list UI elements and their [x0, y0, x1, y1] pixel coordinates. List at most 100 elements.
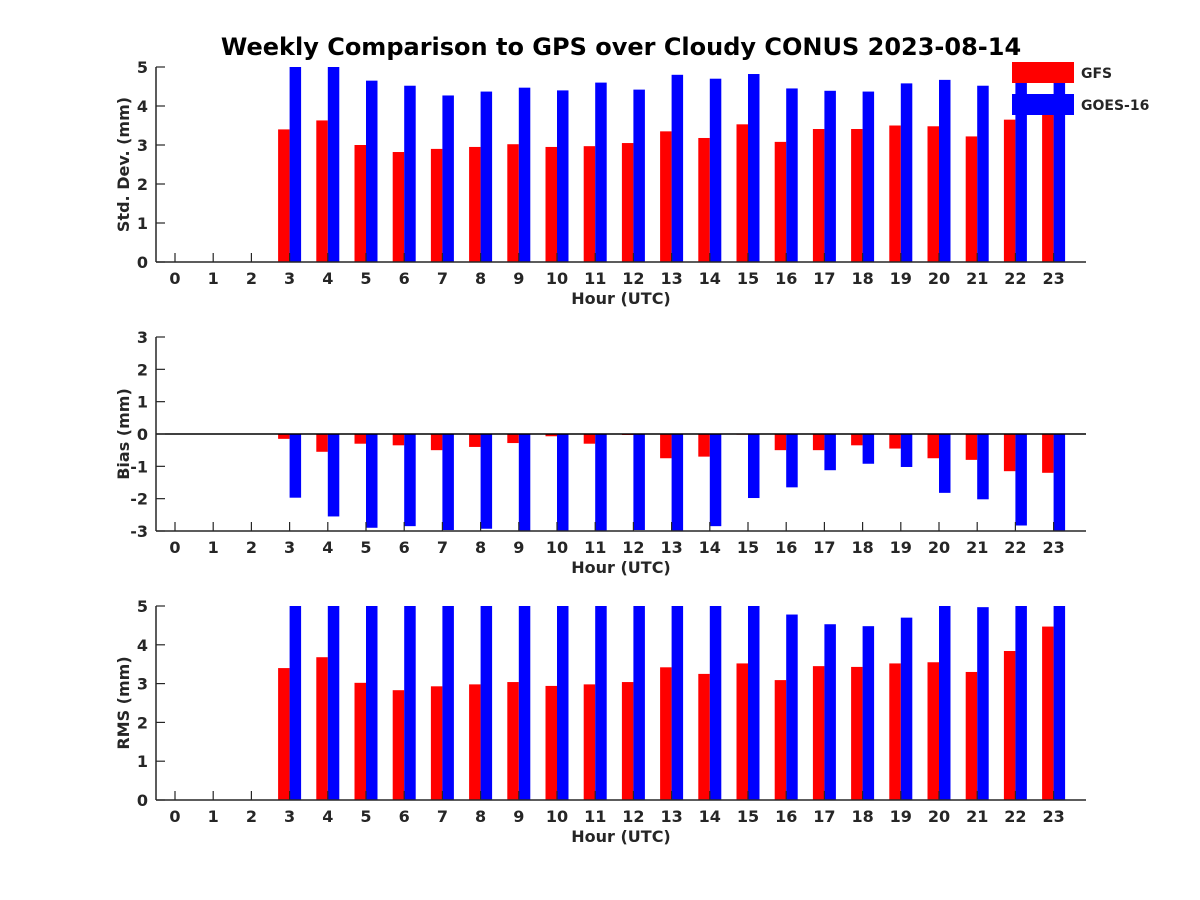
bar-goes-16-hour-22 — [1015, 606, 1027, 800]
bar-gfs-hour-13 — [660, 434, 672, 459]
bar-gfs-hour-22 — [1003, 434, 1016, 472]
bar-gfs-hour-6 — [392, 152, 405, 262]
bar-goes-16-hour-14 — [709, 606, 722, 800]
bar-gfs-hour-17 — [812, 434, 825, 451]
y-tick-label: -3 — [130, 522, 148, 541]
x-tick-label: 23 — [1042, 269, 1064, 288]
x-tick-label: 21 — [966, 538, 988, 557]
x-tick-label: 20 — [928, 807, 950, 826]
bar-goes-16-hour-17 — [824, 624, 836, 800]
bar-gfs-hour-22 — [1003, 119, 1016, 263]
x-tick-label: 2 — [246, 807, 257, 826]
x-tick-label: 7 — [437, 807, 448, 826]
bar-goes-16-hour-20 — [939, 79, 951, 263]
bar-goes-16-hour-21 — [977, 434, 989, 500]
bar-gfs-hour-9 — [507, 434, 519, 444]
x-tick-label: 12 — [622, 807, 644, 826]
x-tick-label: 7 — [437, 269, 448, 288]
bar-gfs-hour-9 — [507, 144, 519, 262]
x-tick-label: 11 — [584, 269, 606, 288]
x-tick-label: 3 — [284, 538, 295, 557]
x-tick-label: 16 — [775, 538, 797, 557]
bar-goes-16-hour-3 — [289, 434, 302, 498]
bar-goes-16-hour-6 — [404, 434, 416, 527]
bar-gfs-hour-14 — [698, 434, 710, 457]
bar-goes-16-hour-5 — [366, 80, 378, 263]
bar-goes-16-hour-8 — [480, 434, 493, 529]
bar-gfs-hour-6 — [392, 690, 405, 800]
bar-gfs-hour-8 — [469, 434, 481, 447]
bar-gfs-hour-4 — [316, 434, 328, 452]
x-tick-label: 5 — [360, 269, 371, 288]
bar-goes-16-hour-23 — [1053, 606, 1066, 800]
x-tick-label: 9 — [513, 807, 524, 826]
bar-goes-16-hour-19 — [900, 83, 913, 262]
bar-gfs-hour-3 — [278, 434, 290, 439]
x-tick-label: 22 — [1004, 807, 1026, 826]
bar-gfs-hour-3 — [278, 129, 290, 262]
x-tick-label: 6 — [399, 538, 410, 557]
bar-gfs-hour-11 — [583, 434, 596, 444]
x-tick-label: 5 — [360, 807, 371, 826]
x-tick-label: 4 — [322, 807, 333, 826]
bar-goes-16-hour-6 — [404, 85, 416, 262]
bar-gfs-hour-17 — [812, 666, 825, 800]
bar-goes-16-hour-3 — [289, 606, 302, 800]
x-tick-label: 12 — [622, 269, 644, 288]
bar-gfs-hour-4 — [316, 120, 328, 263]
y-tick-label: 1 — [137, 393, 148, 412]
bar-goes-16-hour-16 — [786, 88, 798, 262]
x-tick-label: 1 — [208, 269, 219, 288]
bar-gfs-hour-14 — [698, 137, 710, 262]
bar-gfs-hour-23 — [1042, 113, 1054, 262]
legend: GFS GOES-16 — [1012, 62, 1149, 115]
bar-goes-16-hour-13 — [671, 606, 684, 800]
x-tick-label: 0 — [169, 269, 180, 288]
legend-swatch-gfs — [1012, 62, 1074, 83]
y-tick-label: 0 — [137, 425, 148, 444]
bar-gfs-hour-18 — [851, 129, 863, 262]
x-tick-label: 19 — [890, 269, 912, 288]
x-tick-label: 3 — [284, 807, 295, 826]
bar-goes-16-hour-19 — [900, 434, 913, 467]
x-tick-label: 5 — [360, 538, 371, 557]
x-tick-label: 21 — [966, 269, 988, 288]
bar-gfs-hour-9 — [507, 682, 519, 800]
bar-gfs-hour-11 — [583, 146, 596, 262]
bar-gfs-hour-7 — [430, 434, 443, 451]
bar-goes-16-hour-10 — [557, 434, 569, 531]
bar-goes-16-hour-15 — [748, 606, 760, 800]
bar-goes-16-hour-5 — [366, 606, 378, 800]
y-axis-label: RMS (mm) — [114, 656, 133, 749]
x-tick-label: 14 — [699, 807, 721, 826]
bar-goes-16-hour-3 — [289, 67, 302, 262]
bar-gfs-hour-18 — [851, 666, 863, 800]
y-tick-label: -2 — [130, 490, 148, 509]
bar-goes-16-hour-18 — [862, 434, 875, 464]
bar-gfs-hour-7 — [430, 686, 443, 800]
x-tick-label: 7 — [437, 538, 448, 557]
bar-gfs-hour-11 — [583, 684, 596, 800]
legend-label: GFS — [1081, 66, 1112, 82]
x-tick-label: 11 — [584, 807, 606, 826]
bar-goes-16-hour-16 — [786, 434, 798, 488]
bar-goes-16-hour-10 — [557, 606, 569, 800]
x-axis-label: Hour (UTC) — [571, 558, 671, 577]
figure-title: Weekly Comparison to GPS over Cloudy CON… — [221, 33, 1021, 61]
bar-goes-16-hour-12 — [633, 434, 645, 531]
bar-goes-16-hour-22 — [1015, 77, 1027, 262]
y-tick-label: 3 — [137, 136, 148, 155]
bar-gfs-hour-21 — [965, 136, 978, 262]
x-tick-label: 8 — [475, 807, 486, 826]
x-tick-label: 0 — [169, 807, 180, 826]
x-tick-label: 16 — [775, 269, 797, 288]
x-tick-label: 21 — [966, 807, 988, 826]
bar-gfs-hour-20 — [927, 662, 939, 800]
x-tick-label: 1 — [208, 807, 219, 826]
legend-label: GOES-16 — [1081, 98, 1149, 114]
x-tick-label: 14 — [699, 269, 721, 288]
bar-gfs-hour-14 — [698, 673, 710, 800]
bar-goes-16-hour-18 — [862, 91, 875, 262]
